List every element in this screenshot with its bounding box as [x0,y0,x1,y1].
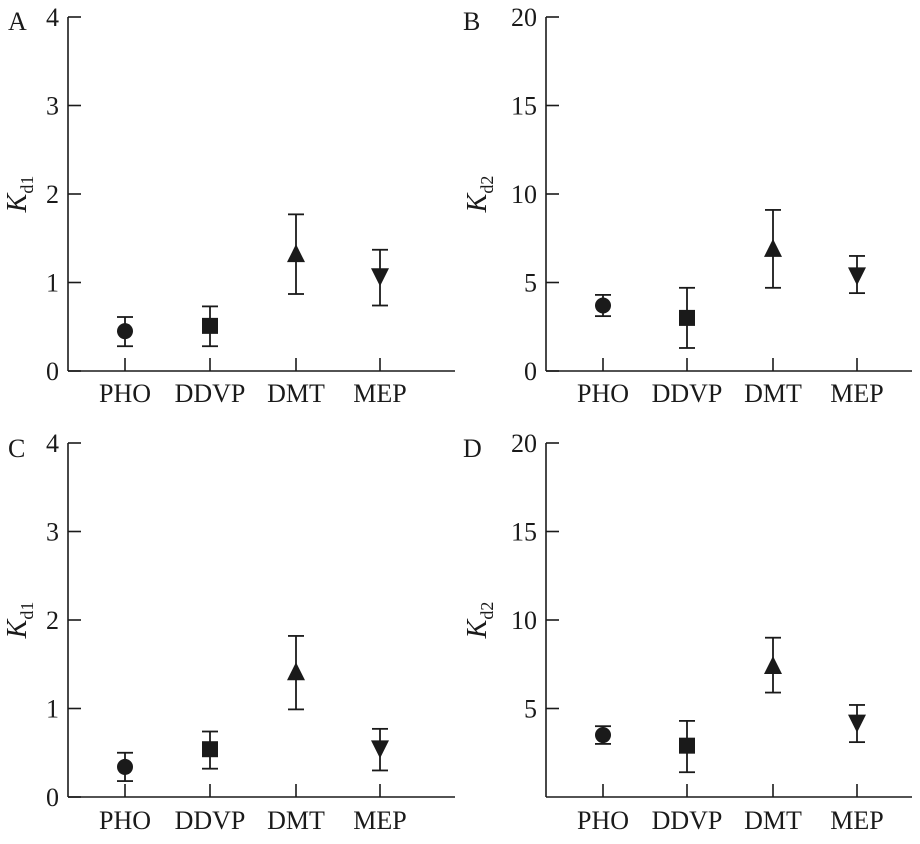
panel-d-x-tick-label: PHO [577,806,629,835]
panel-b-y-tick-label: 15 [511,92,537,121]
panel-a-point-mep [371,248,389,307]
panel-c-y-tick-label: 0 [46,783,59,812]
panel-b-x-tick-label: DDVP [652,379,723,408]
panel-a-y-tick-label: 0 [46,357,59,386]
panel-d-y-tick-label: 5 [524,695,537,724]
panel-a-point-ddvp [202,305,218,348]
panel-d-x-tick-label: DDVP [652,806,723,835]
panel-b-y-tick-label: 10 [511,180,537,209]
square-marker [679,309,695,326]
panel-d-y-label: Kd2 [462,602,497,640]
panel-b-x-tick-label: PHO [577,379,629,408]
panel-a-y-tick-label: 3 [46,92,59,121]
panel-d-point-ddvp [679,719,695,774]
panel-c-y-tick-label: 2 [46,606,59,635]
panel-b-y-tick-label: 0 [524,357,537,386]
panel-d-label: D [463,434,482,463]
panel-a-y-tick-label: 4 [46,3,59,32]
panel-b-point-ddvp [679,286,695,349]
panel-a-point-dmt [287,213,305,295]
triangle-down-marker [848,267,866,286]
panel-a-x-tick-label: DDVP [175,379,246,408]
panel-b-point-mep [848,255,866,295]
panel-c-label: C [8,434,25,463]
panel-d-x-tick-label: MEP [830,806,883,835]
triangle-up-marker [764,238,782,257]
panel-a-x-tick-label: PHO [99,379,151,408]
panel-c-point-mep [371,727,389,772]
panel-a-y-label: Kd1 [2,176,37,214]
panel-a-y-tick-label: 2 [46,180,59,209]
panel-d-y-tick-label: 20 [511,429,537,458]
triangle-down-marker [371,268,389,287]
triangle-down-marker [848,714,866,733]
square-marker [202,741,218,758]
panel-a-x-tick-label: MEP [353,379,406,408]
circle-marker [117,758,133,775]
panel-b-label: B [463,7,480,36]
panel-b-point-pho [595,293,611,318]
panel-c-x-tick-label: PHO [99,806,151,835]
triangle-up-marker [287,662,305,681]
triangle-up-marker [287,244,305,263]
panel-d-y-tick-label: 10 [511,606,537,635]
panel-b-x-tick-label: DMT [744,379,802,408]
square-marker [679,737,695,754]
panel-d-x-tick-label: DMT [744,806,802,835]
panel-c-x-tick-label: DDVP [175,806,246,835]
circle-marker [117,323,133,340]
panel-d-y-tick-label: 15 [511,518,537,547]
panel-c-point-pho [117,751,133,782]
panel-b-point-dmt [764,209,782,289]
panel-c: C 0 1 2 3 4 PHO DDVP DMT MEP Kd1 [2,429,455,835]
panel-c-x-tick-label: MEP [353,806,406,835]
panel-b: B 0 5 10 15 20 PHO DDVP DMT MEP Kd2 [462,3,912,408]
panel-a-x-tick-label: DMT [267,379,325,408]
panel-b-y-label: Kd2 [462,176,497,214]
triangle-down-marker [371,740,389,759]
triangle-up-marker [764,656,782,675]
panel-b-y-tick-label: 5 [524,269,537,298]
panel-c-x-tick-label: DMT [267,806,325,835]
panel-c-y-tick-label: 4 [46,429,59,458]
panel-d-point-dmt [764,636,782,694]
circle-marker [595,727,611,744]
panel-d-point-mep [848,704,866,744]
panel-a: A 0 1 2 3 4 PHO DDVP DMT MEP Kd1 [2,3,455,408]
panel-b-y-tick-label: 20 [511,3,537,32]
panel-a-y-tick-label: 1 [46,269,59,298]
square-marker [202,317,218,334]
panel-d-point-pho [595,725,611,745]
panel-c-point-ddvp [202,730,218,770]
panel-b-x-tick-label: MEP [830,379,883,408]
panel-a-point-pho [117,316,133,348]
panel-c-y-tick-label: 3 [46,518,59,547]
panel-c-y-label: Kd1 [2,602,37,640]
panel-c-y-tick-label: 1 [46,695,59,724]
circle-marker [595,297,611,314]
panel-a-label: A [8,7,27,36]
panel-c-point-dmt [287,635,305,711]
panel-d: D 5 10 15 20 PHO DDVP DMT MEP Kd2 [462,429,912,835]
